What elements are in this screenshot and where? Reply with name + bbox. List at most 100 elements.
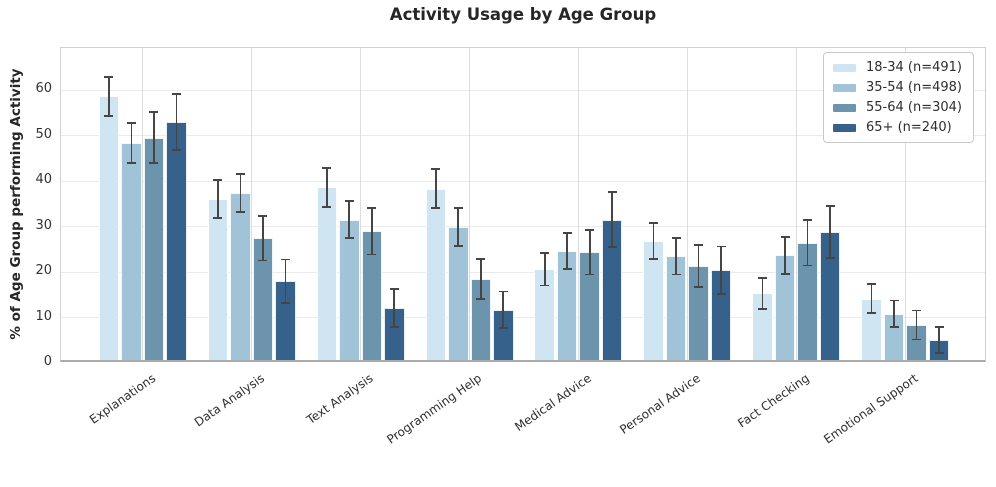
error-bar-cap (367, 253, 377, 256)
chart-title: Activity Usage by Age Group (389, 5, 657, 24)
error-bar-cap (867, 283, 877, 285)
error-bar (393, 288, 396, 327)
bar (166, 121, 187, 360)
error-bar-cap (889, 299, 899, 302)
error-bar (652, 222, 655, 260)
error-bar-cap (694, 285, 704, 288)
legend-swatch (833, 63, 856, 72)
error-bar (175, 93, 178, 150)
legend-label: 35-54 (n=498) (866, 80, 962, 95)
x-tick-label: Programming Help (384, 371, 485, 447)
error-bar-cap (912, 309, 922, 312)
legend-label: 55-64 (n=304) (866, 100, 962, 115)
error-bar (784, 237, 786, 274)
legend-swatch (833, 103, 856, 112)
legend-swatch (833, 83, 856, 92)
bar (316, 187, 338, 360)
error-bar (217, 180, 219, 219)
error-bar-cap (498, 326, 508, 329)
error-bar (566, 232, 569, 270)
error-bar (893, 300, 895, 327)
bar (143, 137, 165, 360)
error-bar-cap (758, 307, 768, 310)
x-tick-label: Text Analysis (304, 371, 376, 427)
error-bar (675, 238, 677, 275)
error-bar (806, 220, 809, 266)
x-tick-label: Medical Advice (511, 371, 594, 434)
y-tick-label: 10 (35, 308, 52, 324)
bar (448, 226, 469, 360)
bar (230, 192, 251, 360)
h-gridline (61, 271, 985, 273)
error-bar (130, 123, 133, 164)
y-tick-label: 30 (35, 217, 52, 233)
error-bar-cap (540, 284, 550, 287)
error-bar (108, 76, 110, 116)
error-bar (938, 327, 940, 353)
v-gridline (904, 48, 906, 360)
error-bar (502, 291, 505, 328)
error-bar-cap (649, 258, 659, 260)
bar (98, 96, 120, 360)
error-bar (761, 277, 764, 309)
bar (339, 219, 360, 360)
error-bar-cap (540, 251, 550, 254)
y-tick-label: 0 (43, 354, 52, 369)
error-bar-cap (585, 273, 595, 276)
error-bar-cap (453, 245, 463, 247)
bar (207, 199, 229, 360)
error-bar (697, 245, 700, 287)
x-tick-label: Personal Advice (616, 371, 703, 437)
error-bar-cap (235, 210, 245, 213)
error-bar-cap (825, 256, 835, 259)
legend-item: 35-54 (n=498) (833, 80, 962, 95)
error-bar-cap (389, 325, 399, 328)
v-gridline (360, 48, 362, 360)
error-bar-cap (912, 338, 922, 341)
h-gridline (61, 180, 985, 182)
error-bar (262, 215, 264, 261)
x-tick-label: Data Analysis (191, 371, 267, 430)
x-tick-label: Explanations (86, 371, 158, 427)
error-bar (434, 169, 437, 209)
y-axis-label: % of Age Group performing Activity (8, 68, 24, 340)
error-bar-cap (389, 287, 399, 290)
error-bar-cap (322, 205, 332, 208)
error-bar-cap (716, 292, 726, 295)
legend-item: 55-64 (n=304) (833, 100, 962, 115)
legend-item: 18-34 (n=491) (833, 60, 962, 75)
error-bar (239, 173, 242, 212)
error-bar-cap (280, 258, 290, 261)
bar (121, 143, 142, 360)
v-gridline (469, 48, 471, 360)
error-bar-cap (889, 325, 899, 328)
error-bar (588, 230, 591, 275)
y-tick-label: 40 (35, 172, 52, 188)
error-bar (915, 310, 918, 340)
y-tick-label: 20 (35, 263, 52, 279)
bar (425, 188, 447, 360)
h-gridline (61, 89, 985, 91)
error-bar-cap (344, 200, 354, 202)
error-bar (370, 208, 373, 255)
error-bar-cap (671, 273, 681, 276)
legend-label: 65+ (n=240) (866, 120, 952, 135)
h-gridline (61, 226, 985, 228)
error-bar-cap (803, 264, 813, 267)
error-bar-cap (171, 149, 181, 151)
error-bar-cap (104, 75, 114, 78)
x-tick-label: Emotional Support (820, 371, 921, 447)
error-bar-cap (149, 111, 159, 114)
error-bar-cap (825, 205, 835, 207)
error-bar-cap (562, 268, 572, 270)
y-tick-label: 50 (35, 126, 52, 142)
legend-item: 65+ (n=240) (833, 120, 962, 135)
error-bar (284, 259, 287, 304)
error-bar-cap (585, 229, 595, 231)
error-bar-cap (258, 259, 268, 262)
error-bar-cap (344, 237, 354, 240)
error-bar-cap (476, 257, 486, 260)
error-bar (479, 258, 482, 299)
h-gridline (61, 317, 985, 319)
